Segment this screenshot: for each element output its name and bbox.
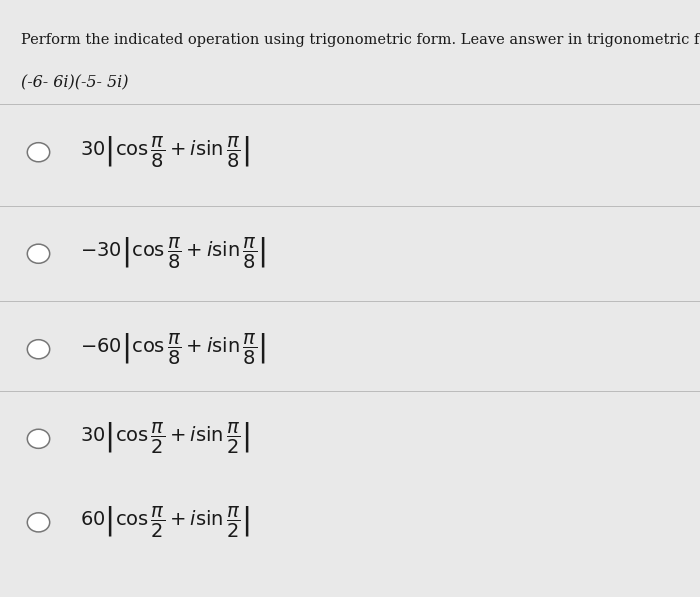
Circle shape (27, 340, 50, 359)
Text: $-60\left|\cos\dfrac{\pi}{8} + i\sin\dfrac{\pi}{8}\right|$: $-60\left|\cos\dfrac{\pi}{8} + i\sin\dfr… (80, 332, 266, 367)
Text: $30\left|\cos\dfrac{\pi}{2} + i\sin\dfrac{\pi}{2}\right|$: $30\left|\cos\dfrac{\pi}{2} + i\sin\dfra… (80, 421, 250, 456)
Text: Perform the indicated operation using trigonometric form. Leave answer in trigon: Perform the indicated operation using tr… (21, 33, 700, 47)
Circle shape (27, 143, 50, 162)
Text: $-30\left|\cos\dfrac{\pi}{8} + i\sin\dfrac{\pi}{8}\right|$: $-30\left|\cos\dfrac{\pi}{8} + i\sin\dfr… (80, 236, 266, 271)
Text: (-6- 6i)(-5- 5i): (-6- 6i)(-5- 5i) (21, 75, 129, 91)
Text: $30\left|\cos\dfrac{\pi}{8} + i\sin\dfrac{\pi}{8}\right|$: $30\left|\cos\dfrac{\pi}{8} + i\sin\dfra… (80, 135, 250, 170)
Circle shape (27, 244, 50, 263)
Circle shape (27, 513, 50, 532)
Text: $60\left|\cos\dfrac{\pi}{2} + i\sin\dfrac{\pi}{2}\right|$: $60\left|\cos\dfrac{\pi}{2} + i\sin\dfra… (80, 505, 250, 540)
Circle shape (27, 429, 50, 448)
